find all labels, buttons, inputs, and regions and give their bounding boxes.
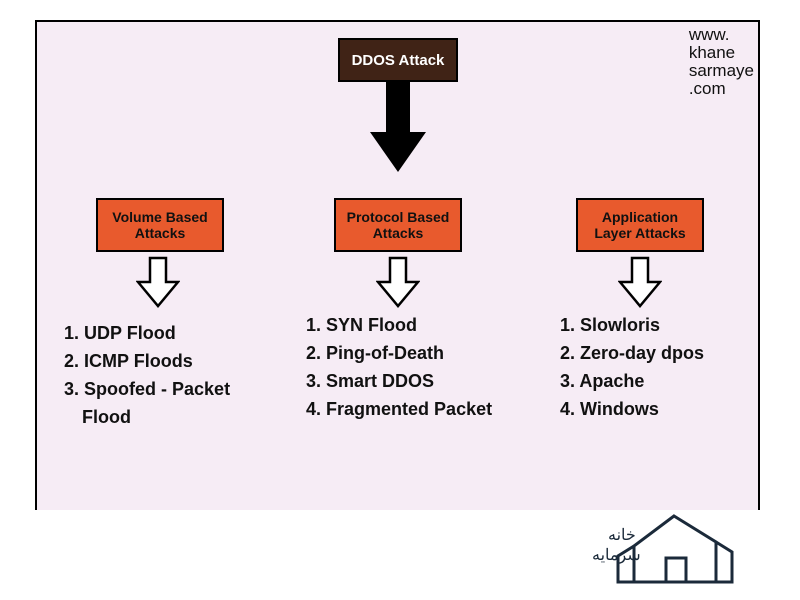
- list-item-text: Flood: [82, 407, 131, 427]
- list-item: 3. Smart DDOS: [306, 368, 492, 396]
- list-item-text: Zero-day dpos: [580, 343, 704, 363]
- list-item-number: 2.: [306, 343, 321, 363]
- list-item-text: Apache: [579, 371, 644, 391]
- list-item-number: 1.: [64, 323, 79, 343]
- attack-list-protocol: 1. SYN Flood2. Ping-of-Death3. Smart DDO…: [306, 312, 492, 424]
- website-line: khane: [689, 44, 754, 62]
- category-title-line: Attacks: [112, 225, 207, 241]
- list-item-number: 1.: [560, 315, 575, 335]
- list-item: 3. Apache: [560, 368, 704, 396]
- brand-logo: خانه سرمایه: [570, 498, 750, 588]
- list-item: 1. Slowloris: [560, 312, 704, 340]
- list-item-number: 4.: [560, 399, 575, 419]
- list-item: 2. Ping-of-Death: [306, 340, 492, 368]
- arrow-down-outline-icon: [136, 256, 180, 308]
- list-item-number: 3.: [560, 371, 575, 391]
- list-item-number: 2.: [64, 351, 79, 371]
- category-title-line: Attacks: [347, 225, 450, 241]
- arrow-down-outline-icon: [376, 256, 420, 308]
- list-item-text: Ping-of-Death: [326, 343, 444, 363]
- arrow-down-icon: [368, 82, 428, 172]
- category-title-line: Protocol Based: [347, 209, 450, 225]
- category-title-line: Application: [594, 209, 685, 225]
- root-node: DDOS Attack: [338, 38, 458, 82]
- list-item-text: Windows: [580, 399, 659, 419]
- attack-list-volume: 1. UDP Flood2. ICMP Floods3. Spoofed - P…: [64, 320, 230, 432]
- svg-text:سرمایه: سرمایه: [592, 547, 641, 564]
- list-item-text: UDP Flood: [84, 323, 176, 343]
- website-url: www. khane sarmaye .com: [689, 26, 754, 97]
- list-item: 3. Spoofed - Packet: [64, 376, 230, 404]
- list-item: 1. SYN Flood: [306, 312, 492, 340]
- list-item-number: 4.: [306, 399, 321, 419]
- root-label: DDOS Attack: [352, 52, 445, 69]
- list-item: 2. ICMP Floods: [64, 348, 230, 376]
- website-line: .com: [689, 80, 754, 98]
- list-item-number: 3.: [306, 371, 321, 391]
- list-item: 2. Zero-day dpos: [560, 340, 704, 368]
- list-item-text: ICMP Floods: [84, 351, 193, 371]
- attack-list-application: 1. Slowloris2. Zero-day dpos3. Apache4. …: [560, 312, 704, 424]
- list-item-text: Fragmented Packet: [326, 399, 492, 419]
- list-item: Flood: [82, 404, 230, 432]
- list-item-number: 1.: [306, 315, 321, 335]
- list-item-text: SYN Flood: [326, 315, 417, 335]
- list-item-number: 3.: [64, 379, 79, 399]
- list-item-text: Smart DDOS: [326, 371, 434, 391]
- list-item: 4. Fragmented Packet: [306, 396, 492, 424]
- list-item: 4. Windows: [560, 396, 704, 424]
- list-item-text: Spoofed - Packet: [84, 379, 230, 399]
- list-item: 1. UDP Flood: [64, 320, 230, 348]
- category-protocol: Protocol BasedAttacks: [334, 198, 462, 252]
- website-line: www.: [689, 26, 754, 44]
- website-line: sarmaye: [689, 62, 754, 80]
- svg-text:خانه: خانه: [608, 527, 636, 544]
- category-application: ApplicationLayer Attacks: [576, 198, 704, 252]
- list-item-text: Slowloris: [580, 315, 660, 335]
- category-volume: Volume BasedAttacks: [96, 198, 224, 252]
- category-title-line: Layer Attacks: [594, 225, 685, 241]
- arrow-down-outline-icon: [618, 256, 662, 308]
- category-title-line: Volume Based: [112, 209, 207, 225]
- list-item-number: 2.: [560, 343, 575, 363]
